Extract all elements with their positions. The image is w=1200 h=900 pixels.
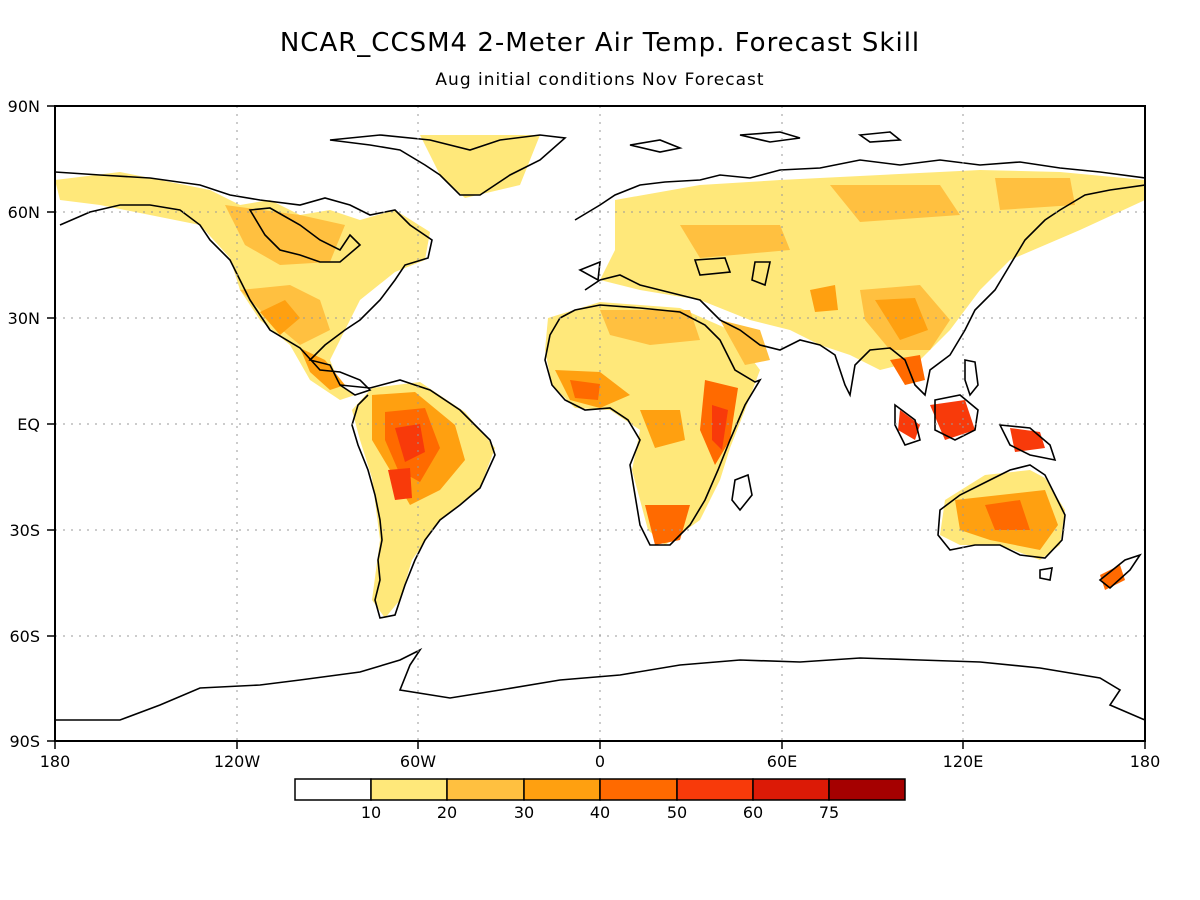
colorbar-swatch-4 xyxy=(599,778,678,801)
colorbar-swatch-2 xyxy=(446,778,525,801)
longitude-labels: 180 120W 60W 0 60E 120E 180 xyxy=(40,752,1161,771)
colorbar-label-40: 40 xyxy=(590,803,610,822)
colorbar: 10 20 30 40 50 60 75 xyxy=(294,778,906,822)
lon-label-180w: 180 xyxy=(40,752,71,771)
lon-label-60w: 60W xyxy=(400,752,436,771)
map-subtitle: Aug initial conditions Nov Forecast xyxy=(435,70,765,90)
colorbar-swatch-0 xyxy=(294,778,372,801)
colorbar-label-50: 50 xyxy=(667,803,687,822)
colorbar-swatch-7 xyxy=(828,778,906,801)
lat-label-60n: 60N xyxy=(8,203,40,222)
lat-label-90s: 90S xyxy=(9,732,40,751)
colorbar-label-30: 30 xyxy=(514,803,534,822)
lat-label-90n: 90N xyxy=(8,97,40,116)
tick-marks xyxy=(47,105,1146,749)
lat-label-30s: 30S xyxy=(9,521,40,540)
lon-label-120e: 120E xyxy=(943,752,984,771)
lat-label-eq: EQ xyxy=(17,415,40,434)
colorbar-swatch-5 xyxy=(676,778,754,801)
latitude-labels: 90N 60N 30N EQ 30S 60S 90S xyxy=(8,97,40,751)
lon-label-0: 0 xyxy=(595,752,605,771)
coastlines xyxy=(55,131,1145,721)
colorbar-swatch-6 xyxy=(752,778,830,801)
lon-label-60e: 60E xyxy=(767,752,797,771)
colorbar-swatch-3 xyxy=(523,778,601,801)
colorbar-label-75: 75 xyxy=(819,803,839,822)
colorbar-label-20: 20 xyxy=(437,803,457,822)
colorbar-swatch-1 xyxy=(370,778,448,801)
colorbar-label-10: 10 xyxy=(361,803,381,822)
lat-label-60s: 60S xyxy=(9,627,40,646)
gridlines xyxy=(55,106,1145,741)
lon-label-180e: 180 xyxy=(1130,752,1161,771)
lon-label-120w: 120W xyxy=(214,752,261,771)
lat-label-30n: 30N xyxy=(8,309,40,328)
map-title: NCAR_CCSM4 2-Meter Air Temp. Forecast Sk… xyxy=(279,28,921,58)
colorbar-label-60: 60 xyxy=(743,803,763,822)
